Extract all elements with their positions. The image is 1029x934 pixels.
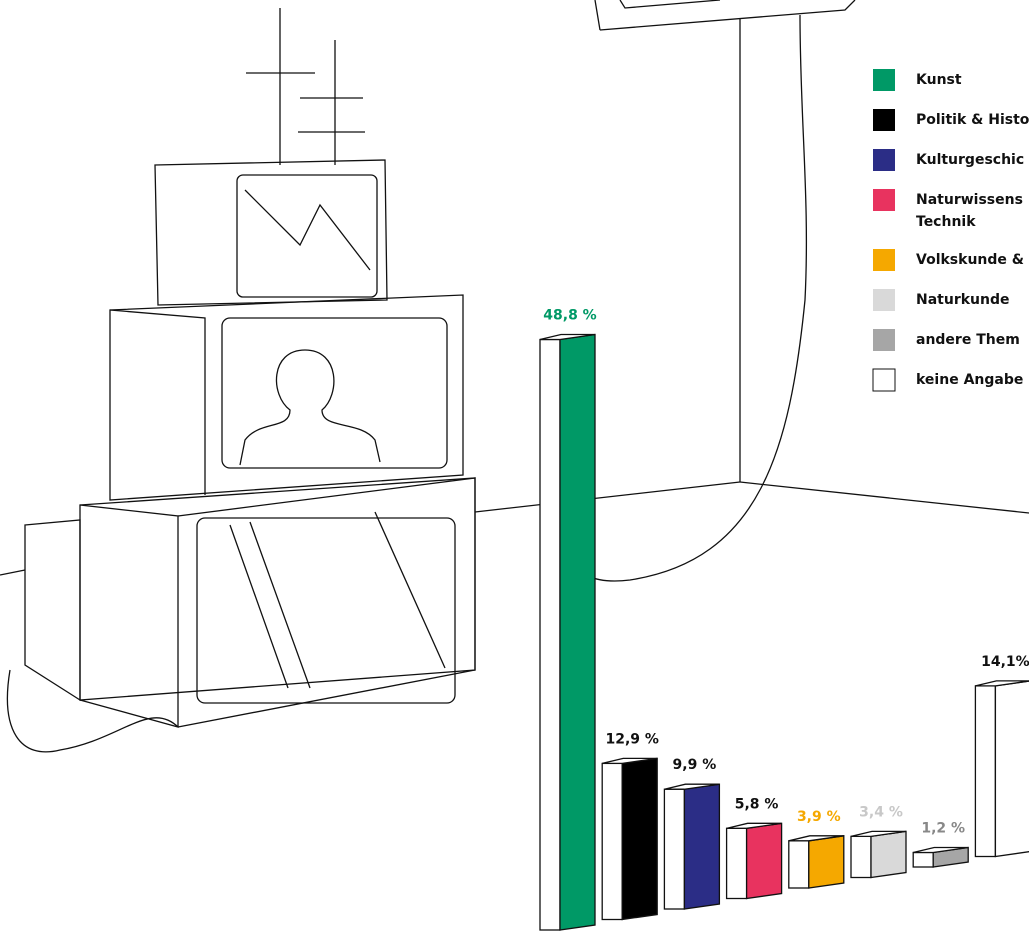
bar-front (601, 762, 623, 921)
bar-side (994, 680, 1029, 858)
bar-front (974, 685, 997, 858)
legend-label: Kulturgeschic (916, 152, 1024, 168)
value-label: 3,9 % (797, 809, 841, 825)
illustration (0, 0, 1029, 753)
value-label: 14,1% (981, 654, 1029, 670)
legend-label: Volkskunde & (916, 252, 1024, 268)
bar-top (602, 757, 658, 765)
legend-swatch (873, 149, 895, 171)
legend-swatch (873, 329, 895, 351)
legend-swatch (873, 189, 895, 211)
value-label: 12,9 % (605, 731, 658, 747)
legend-label: keine Angabe (916, 372, 1023, 388)
legend-label: Politik & Histo (916, 112, 1029, 128)
bar-top (539, 333, 596, 341)
bar-top (975, 680, 1029, 687)
legend-label: Naturwissens Technik (916, 192, 1023, 230)
bar-front (663, 788, 686, 910)
value-label: 1,2 % (921, 820, 965, 836)
legend-swatch (873, 109, 895, 131)
bar-front (850, 835, 872, 879)
bar-side (808, 835, 845, 889)
bar-side (559, 333, 596, 931)
bar-top (850, 830, 907, 838)
legend-label: andere Them (916, 332, 1020, 348)
bar-front (725, 827, 748, 900)
bar-top (788, 835, 844, 842)
legend-label: Naturkunde (916, 292, 1010, 308)
legend-swatch (872, 368, 896, 392)
legend: Kunst Politik & Histo Kulturgeschic Naturwi… (872, 69, 1029, 392)
value-label: 48,8 % (543, 308, 596, 324)
legend-swatch (873, 249, 895, 271)
bar-side (621, 757, 658, 921)
bar-front (912, 851, 934, 868)
value-label: 9,9 % (673, 757, 717, 773)
value-label: 3,4 % (859, 804, 903, 820)
bar-front (539, 338, 561, 931)
legend-swatch (873, 289, 895, 311)
bar-side (745, 822, 783, 900)
bar-side (870, 830, 907, 879)
bar-top (726, 822, 782, 829)
bar-top (664, 783, 720, 790)
value-label: 5,8 % (735, 796, 779, 812)
bar-front (788, 840, 810, 889)
bar-side (683, 783, 721, 910)
legend-swatch (873, 69, 895, 91)
legend-label: Kunst (916, 72, 962, 88)
bar-top (913, 846, 969, 854)
bars: 48,8 % 12,9 % 9,9 % 5,8 % 3,9 % 3,4 % 1,2 % 14,… (539, 308, 1029, 931)
